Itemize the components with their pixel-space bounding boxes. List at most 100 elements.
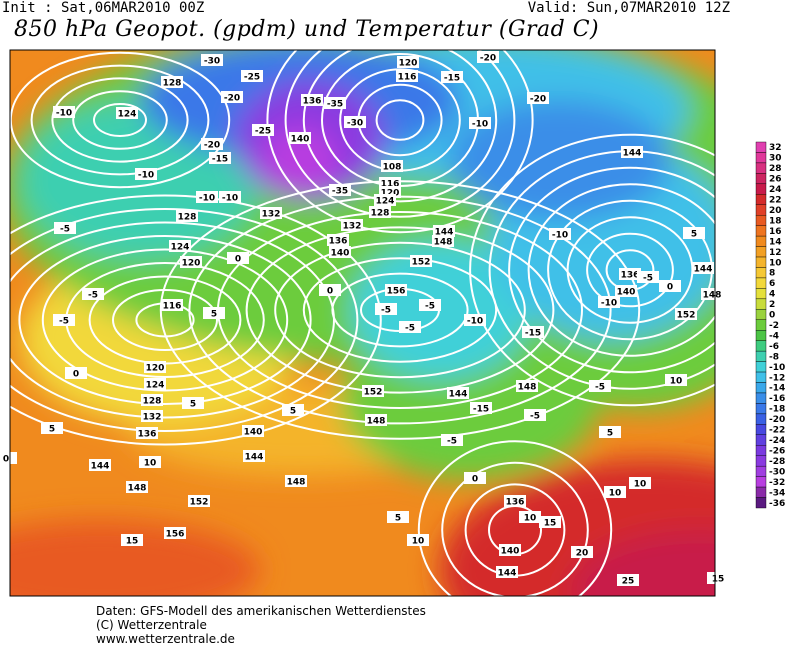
weather-map: 1281241361401201161081161201241281321321… (2, 49, 786, 597)
geopotential-label: 124 (118, 110, 137, 120)
temperature-label: 5 (395, 514, 401, 524)
geopotential-label-box (615, 285, 637, 297)
temperature-label-box (221, 91, 243, 103)
colorbar-label: -32 (769, 478, 785, 488)
temperature-label: 0 (472, 475, 478, 485)
geopotential-label-box (116, 107, 138, 119)
temperature-label-box (407, 534, 429, 546)
temperature-label-box (399, 321, 421, 333)
colorbar-label: 24 (769, 185, 782, 195)
temperature-label: -35 (332, 187, 348, 197)
colorbar-label: -8 (769, 352, 779, 362)
map-frame (9, 49, 716, 597)
temperature-label-box (121, 534, 143, 546)
contour-line (266, 50, 534, 234)
geopotential-label-box (496, 566, 518, 578)
contour-line (10, 194, 382, 446)
colorbar-swatch (755, 277, 767, 289)
temperature-label: -5 (381, 306, 391, 316)
geopotential-label: 156 (166, 530, 185, 540)
geopotential-label: 128 (143, 397, 162, 407)
contour-line (375, 99, 425, 141)
contour-line (441, 461, 589, 596)
geopotential-label-box (164, 527, 186, 539)
colorbar-label: 18 (769, 216, 782, 226)
colorbar-label: 4 (769, 290, 775, 300)
contour-line (508, 166, 715, 374)
temperature-label: 10 (670, 377, 683, 387)
temperature-label: -10 (552, 231, 568, 241)
temperature-field (10, 50, 715, 596)
geopotential-label-box (374, 194, 396, 206)
temperature-label: 0 (667, 283, 673, 293)
colorbar-swatch (755, 486, 767, 498)
geopotential-label-box (289, 132, 311, 144)
geopotential-label-box (329, 246, 351, 258)
contour-line (302, 50, 498, 203)
geopotential-label-box (433, 225, 455, 237)
temperature-label-box (227, 252, 249, 264)
geopotential-label: 128 (371, 209, 390, 219)
geopotential-label-box (169, 240, 191, 252)
geopotential-label: 148 (518, 383, 537, 393)
map-title: 850 hPa Geopot. (gpdm) und Temperatur (G… (14, 17, 600, 42)
temperature-label: -5 (530, 412, 540, 422)
geopotential-label: 140 (617, 288, 636, 298)
geopotential-label: 148 (367, 417, 386, 427)
temperature-label-box (344, 116, 366, 128)
colorbar-label: -14 (769, 384, 785, 394)
contour-line (284, 50, 516, 218)
temperature-label: -20 (530, 95, 546, 105)
colorbar-swatch (755, 497, 767, 509)
temperature-label: 10 (144, 459, 157, 469)
geopotential-label: 144 (498, 569, 517, 579)
contour-line (93, 103, 147, 137)
geopotential-label-box (381, 160, 403, 172)
colorbar-label: 20 (769, 206, 782, 216)
temperature-label: -25 (255, 127, 271, 137)
geopotential-label-box (89, 459, 111, 471)
colorbar-swatch (755, 340, 767, 352)
geopotential-label: 108 (383, 163, 402, 173)
temperature-label: 25 (622, 577, 635, 587)
colorbar-label: -34 (769, 488, 785, 498)
temperature-label-box (441, 71, 463, 83)
temperature-label-box (139, 456, 161, 468)
temperature-label: 10 (412, 537, 425, 547)
temperature-label-box (252, 124, 274, 136)
geopotential-label: 132 (262, 210, 281, 220)
temperature-label: -5 (405, 324, 415, 334)
colorbar-label: 30 (769, 154, 782, 164)
temperature-label: -5 (595, 383, 605, 393)
temperature-label-box (387, 511, 409, 523)
colorbar-swatch (755, 330, 767, 341)
colorbar-label: -10 (769, 363, 785, 373)
contour-line (469, 133, 715, 407)
temperature-label: 15 (712, 575, 725, 585)
temperature-label-box (617, 574, 639, 586)
contour-line (112, 289, 218, 351)
geopotential-label-box (141, 394, 163, 406)
temperature-label-box (441, 434, 463, 446)
geopotential-label: 136 (138, 430, 157, 440)
colorbar-label: 22 (769, 196, 782, 206)
colorbar-swatch (755, 162, 767, 174)
temperature-label: 5 (691, 230, 697, 240)
temperature-label: -5 (88, 291, 98, 301)
geopotential-label: 140 (331, 249, 350, 259)
geopotential-label: 128 (178, 213, 197, 223)
temperature-label: -10 (601, 299, 617, 309)
temperature-label: -15 (525, 329, 541, 339)
valid-time: Valid: Sun,07MAR2010 12Z (527, 0, 730, 16)
geopotential-label: 120 (399, 59, 418, 69)
colorbar-swatch (755, 392, 767, 404)
geopotential-label: 116 (381, 180, 400, 190)
temperature-label-box (324, 97, 346, 109)
geopotential-label-box (432, 235, 454, 247)
temperature-label: -10 (138, 171, 154, 181)
geopotential-label: 132 (343, 222, 362, 232)
colorbar-swatch (755, 361, 767, 373)
colorbar-label: -2 (769, 321, 779, 331)
temperature-label: 0 (73, 370, 79, 380)
temperature-label: -5 (59, 317, 69, 327)
